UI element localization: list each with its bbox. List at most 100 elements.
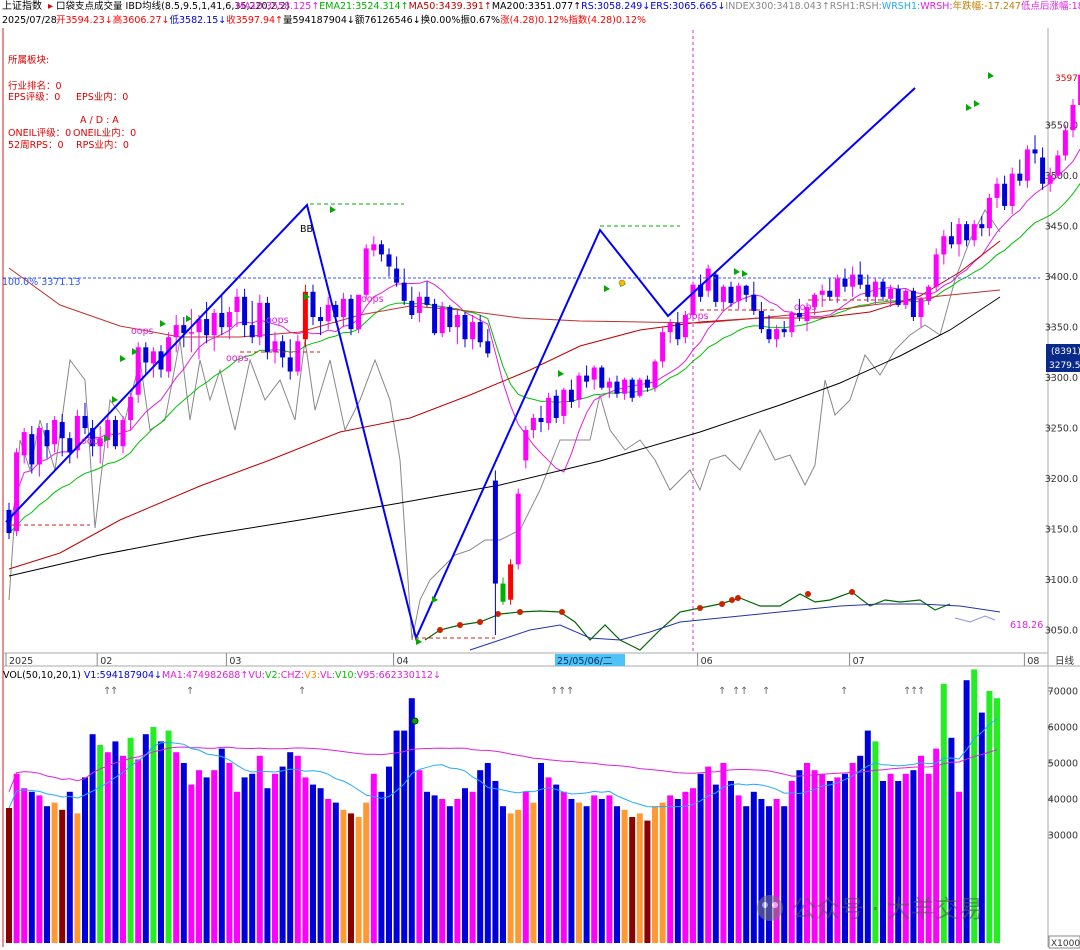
candle-body[interactable] [447, 306, 453, 328]
volume-bar[interactable] [211, 770, 218, 943]
volume-bar[interactable] [127, 737, 134, 943]
volume-bar[interactable] [515, 809, 522, 943]
candle-body[interactable] [67, 438, 73, 453]
candle-body[interactable] [196, 319, 202, 333]
volume-bar[interactable] [363, 802, 370, 943]
volume-bar[interactable] [272, 773, 278, 943]
candle-body[interactable] [363, 248, 369, 295]
volume-bar[interactable] [477, 770, 484, 943]
candle-body[interactable] [257, 302, 263, 338]
candle-body[interactable] [188, 332, 194, 334]
volume-bar[interactable] [484, 763, 491, 943]
volume-bar[interactable] [986, 691, 993, 943]
volume-bar[interactable] [963, 680, 970, 943]
volume-bar[interactable] [538, 763, 544, 943]
volume-bar[interactable] [849, 763, 856, 943]
volume-bar[interactable] [241, 777, 248, 943]
candle-body[interactable] [318, 317, 324, 322]
candle-body[interactable] [629, 379, 635, 398]
volume-bar[interactable] [173, 752, 180, 943]
volume-bar[interactable] [652, 806, 658, 943]
candle-body[interactable] [325, 304, 331, 322]
candle-body[interactable] [667, 323, 673, 333]
volume-bar[interactable] [948, 737, 955, 943]
candle-body[interactable] [234, 296, 240, 312]
candle-body[interactable] [1078, 74, 1080, 105]
candle-body[interactable] [143, 347, 149, 363]
candle-body[interactable] [128, 396, 134, 420]
volume-bar[interactable] [606, 795, 613, 943]
candle-body[interactable] [462, 315, 468, 340]
candle-body[interactable] [941, 236, 947, 255]
candle-body[interactable] [97, 438, 103, 447]
candlesticks[interactable] [6, 65, 1080, 636]
candle-body[interactable] [842, 278, 848, 287]
volume-bar[interactable] [66, 791, 73, 943]
candle-body[interactable] [850, 274, 856, 287]
candle-body[interactable] [515, 493, 521, 565]
volume-bar[interactable] [325, 799, 332, 943]
volume-bar[interactable] [598, 799, 605, 943]
candle-body[interactable] [477, 322, 483, 343]
volume-bar[interactable] [104, 752, 111, 943]
volume-bar[interactable] [568, 799, 575, 943]
candle-body[interactable] [82, 415, 88, 429]
volume-bar[interactable] [880, 781, 886, 943]
volume-bar[interactable] [59, 809, 66, 943]
candle-body[interactable] [804, 306, 810, 322]
candle-body[interactable] [1017, 173, 1023, 181]
candle-body[interactable] [424, 296, 430, 305]
candle-body[interactable] [986, 197, 992, 229]
volume-bar[interactable] [834, 777, 841, 943]
volume-bar[interactable] [712, 784, 719, 943]
candle-body[interactable] [781, 329, 787, 333]
candle-body[interactable] [827, 290, 833, 297]
volume-bar[interactable] [766, 806, 772, 943]
volume-bar[interactable] [196, 770, 202, 943]
volume-bar[interactable] [971, 669, 978, 943]
volume-bar[interactable] [462, 788, 468, 943]
volume-bar[interactable] [302, 777, 309, 943]
candle-body[interactable] [530, 417, 536, 431]
candle-body[interactable] [933, 254, 939, 287]
candle-body[interactable] [401, 282, 407, 301]
candle-body[interactable] [971, 224, 977, 241]
volume-bar[interactable] [317, 788, 324, 943]
candle-body[interactable] [264, 302, 270, 353]
candle-body[interactable] [994, 183, 1000, 198]
volume-bar[interactable] [621, 809, 628, 943]
volume-bar[interactable] [918, 755, 924, 943]
candle-body[interactable] [599, 367, 605, 388]
candle-body[interactable] [508, 564, 514, 600]
volume-bar[interactable] [13, 773, 20, 943]
volume-bars[interactable]: ↑↑ ↑ ↑ ↑ ↑ ↑ ↑ ↑ ↑ ↑ ↑ ↑↑↑ [6, 669, 1000, 943]
volume-bar[interactable] [910, 770, 917, 943]
candle-body[interactable] [204, 319, 210, 336]
volume-bar[interactable] [310, 784, 316, 943]
volume-bar[interactable] [636, 813, 643, 943]
candle-body[interactable] [606, 381, 612, 388]
candle-body[interactable] [523, 430, 529, 461]
candle-body[interactable] [454, 315, 460, 328]
candle-body[interactable] [219, 312, 225, 328]
candle-body[interactable] [948, 236, 954, 245]
candle-body[interactable] [774, 329, 780, 340]
candle-body[interactable] [135, 347, 141, 395]
volume-bar[interactable] [857, 755, 864, 943]
candle-body[interactable] [120, 420, 126, 447]
candle-body[interactable] [409, 300, 415, 315]
volume-bar[interactable] [720, 763, 727, 943]
candle-body[interactable] [1032, 149, 1038, 154]
candle-body[interactable] [1062, 130, 1068, 156]
volume-bar[interactable] [424, 791, 430, 943]
volume-bar[interactable] [401, 730, 408, 943]
candle-body[interactable] [546, 397, 552, 424]
candle-body[interactable] [584, 375, 590, 382]
candle-body[interactable] [356, 294, 362, 330]
candle-body[interactable] [698, 284, 704, 297]
candle-body[interactable] [416, 296, 422, 313]
volume-bar[interactable] [112, 741, 119, 943]
candle-body[interactable] [242, 296, 248, 326]
volume-bar[interactable] [743, 806, 750, 943]
